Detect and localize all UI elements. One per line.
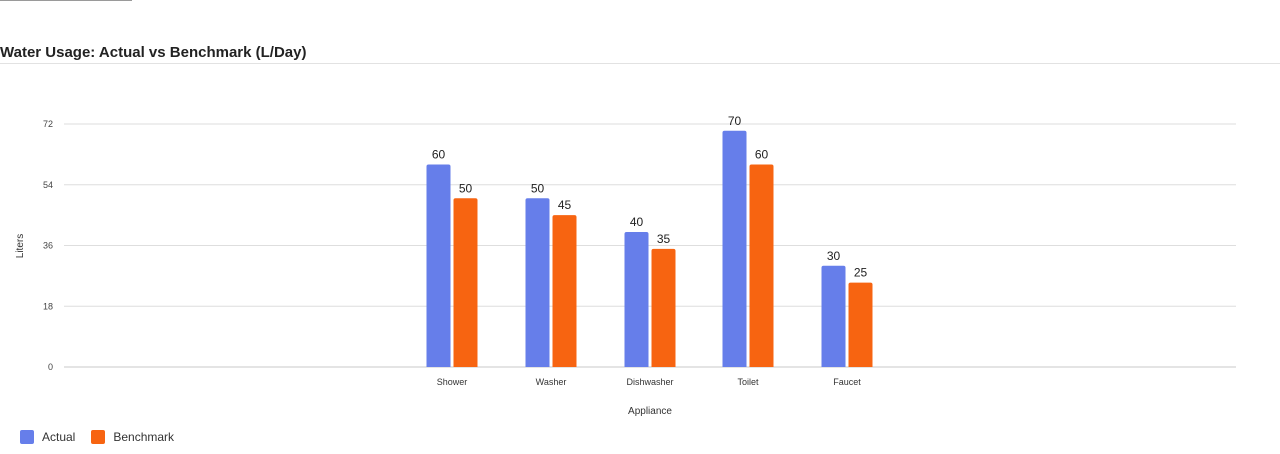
x-axis-label: Appliance (628, 406, 672, 417)
legend-swatch-benchmark (91, 430, 106, 444)
data-label: 60 (432, 148, 446, 162)
legend-label-benchmark: Benchmark (113, 430, 175, 444)
x-tick-label: Dishwasher (626, 377, 673, 387)
legend: Actual Benchmark (20, 430, 190, 444)
data-labels: 60 50 40 70 30 50 45 35 60 25 (432, 114, 868, 280)
legend-item-benchmark[interactable]: Benchmark (91, 430, 174, 444)
bar-actual-washer[interactable] (525, 198, 550, 367)
bar-benchmark-shower[interactable] (453, 198, 478, 367)
bar-actual-toilet[interactable] (722, 130, 747, 367)
bars (426, 130, 873, 368)
bar-benchmark-toilet[interactable] (749, 164, 774, 368)
data-label: 50 (459, 181, 473, 195)
title-divider (0, 63, 1280, 64)
y-tick-label: 18 (43, 301, 53, 311)
legend-swatch-actual (20, 430, 34, 444)
bar-benchmark-washer[interactable] (552, 215, 577, 367)
y-tick-label: 54 (43, 180, 53, 190)
data-label: 25 (854, 266, 868, 280)
legend-label-actual: Actual (42, 430, 76, 444)
data-label: 45 (558, 198, 572, 212)
data-label: 60 (755, 148, 769, 162)
legend-item-actual[interactable]: Actual (20, 430, 75, 444)
tick-labels: 0 18 36 54 72 Shower Washer Dishwasher Toilet Fau… (43, 119, 861, 387)
bar-actual-faucet[interactable] (821, 265, 846, 367)
bar-benchmark-faucet[interactable] (848, 282, 873, 367)
bar-chart: 60 50 40 70 30 50 45 35 60 25 0 18 36 54 72 Shower Wash… (15, 114, 1236, 417)
data-label: 40 (630, 215, 644, 229)
chart-title: Water Usage: Actual vs Benchmark (L/Day) (0, 44, 307, 61)
top-divider (0, 0, 132, 1)
y-tick-label: 36 (43, 241, 53, 251)
grid-lines (64, 123, 1236, 368)
data-label: 35 (657, 232, 671, 246)
x-tick-label: Toilet (737, 377, 759, 387)
data-label: 70 (728, 114, 742, 128)
x-tick-label: Shower (437, 377, 468, 387)
data-label: 50 (531, 181, 545, 195)
data-label: 30 (827, 249, 841, 263)
bar-benchmark-dishwasher[interactable] (651, 248, 676, 367)
y-axis-label: Liters (15, 234, 26, 258)
bar-actual-shower[interactable] (426, 164, 451, 368)
x-tick-label: Washer (536, 377, 567, 387)
x-tick-label: Faucet (833, 377, 861, 387)
y-tick-label: 0 (48, 362, 53, 372)
bar-actual-dishwasher[interactable] (624, 232, 649, 367)
y-tick-label: 72 (43, 119, 53, 129)
